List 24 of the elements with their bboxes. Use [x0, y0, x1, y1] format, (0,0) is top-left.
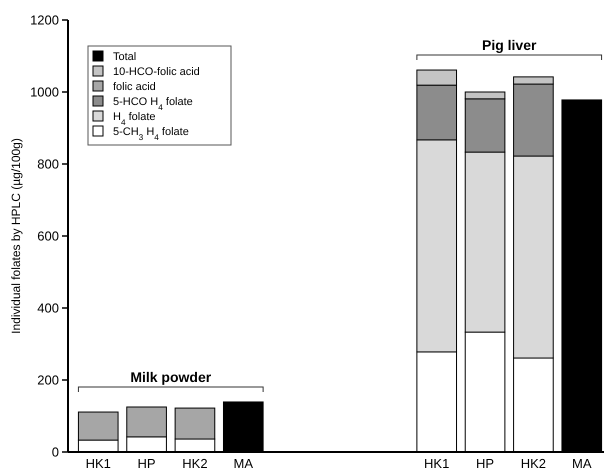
y-tick-label: 0 — [52, 444, 59, 460]
annotation: Pig liver — [482, 37, 538, 54]
y-tick-label: 1200 — [30, 12, 59, 28]
legend-label: 5-CH$_{3}$ H$_{4}$ folate — [113, 126, 189, 142]
annotation: Milk powder — [130, 368, 212, 385]
y-tick-label: 200 — [37, 372, 59, 388]
x-tick-label: HK2 — [182, 456, 208, 471]
legend-label: H$_{4}$ folate — [113, 111, 156, 126]
legend-label: 10-HCO-folic acid — [113, 66, 200, 78]
y-tick-label: 800 — [37, 156, 59, 172]
legend-label: folic acid — [113, 81, 156, 93]
y-axis-title: Individual folates by HPLC (µg/100g) — [9, 138, 23, 334]
y-tick-label: 1000 — [30, 84, 59, 100]
x-tick-label: HK1 — [424, 456, 450, 471]
x-tick-label: HK2 — [520, 456, 546, 471]
x-tick-label: HP — [138, 456, 156, 471]
x-tick-label: MA — [234, 456, 254, 471]
legend-label: Total — [113, 51, 136, 63]
y-tick-label: 600 — [37, 228, 59, 244]
x-tick-label: MA — [572, 456, 592, 471]
y-tick-label: 400 — [37, 300, 59, 316]
legend-label: 5-HCO H$_{4}$ folate — [113, 96, 193, 112]
x-tick-label: HK1 — [86, 456, 111, 471]
x-tick-label: HP — [476, 456, 494, 471]
